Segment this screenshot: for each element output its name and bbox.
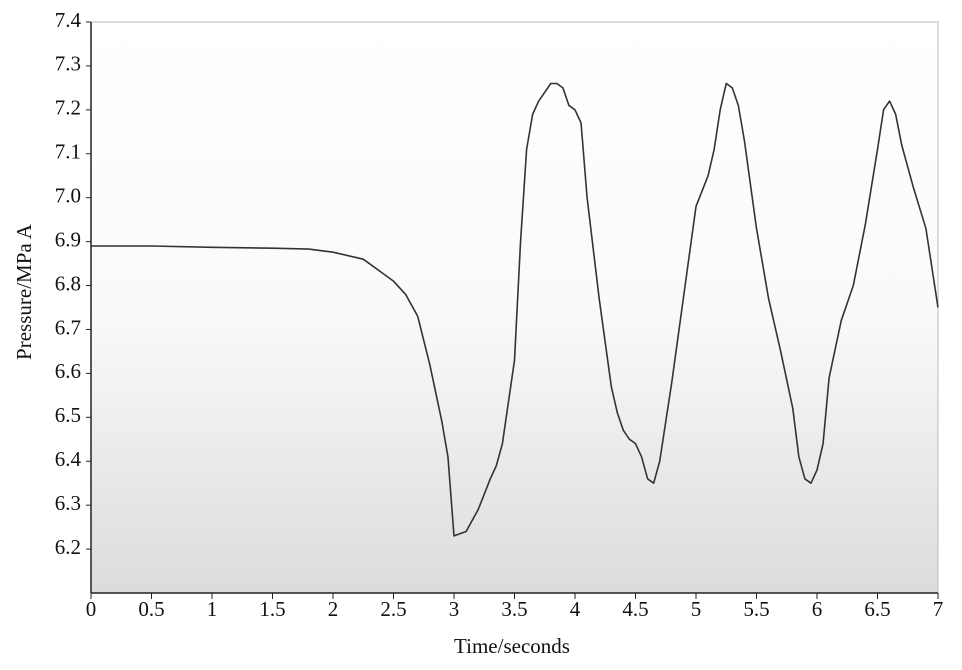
y-tick-label: 6.5 xyxy=(55,403,81,427)
y-tick-label: 7.0 xyxy=(55,184,81,208)
x-tick-label: 5.5 xyxy=(743,597,769,621)
y-tick-label: 6.9 xyxy=(55,227,81,251)
x-tick-label: 5 xyxy=(691,597,702,621)
x-tick-label: 1 xyxy=(207,597,218,621)
plot-area xyxy=(90,21,939,594)
x-tick-label: 3.5 xyxy=(501,597,527,621)
y-tick-label: 6.3 xyxy=(55,491,81,515)
x-tick-label: 0 xyxy=(86,597,97,621)
x-tick-label: 2.5 xyxy=(380,597,406,621)
x-tick-label: 0.5 xyxy=(138,597,164,621)
x-tick-label: 1.5 xyxy=(259,597,285,621)
x-tick-label: 4 xyxy=(570,597,581,621)
x-axis-label: Time/seconds xyxy=(454,634,570,658)
y-tick-label: 7.2 xyxy=(55,96,81,120)
x-tick-label: 7 xyxy=(933,597,944,621)
y-tick-label: 7.1 xyxy=(55,140,81,164)
y-tick-label: 7.3 xyxy=(55,52,81,76)
y-tick-label: 6.8 xyxy=(55,271,81,295)
y-tick-label: 7.4 xyxy=(55,8,82,32)
y-tick-label: 6.7 xyxy=(55,315,81,339)
y-tick-label: 6.4 xyxy=(55,447,82,471)
data-line xyxy=(91,82,939,537)
x-tick-label: 2 xyxy=(328,597,339,621)
x-tick-label: 6.5 xyxy=(864,597,890,621)
x-tick-label: 4.5 xyxy=(622,597,648,621)
x-tick-label: 3 xyxy=(449,597,460,621)
y-axis-label: Pressure/MPa A xyxy=(12,223,36,360)
y-tick-label: 6.6 xyxy=(55,359,81,383)
y-tick-label: 6.2 xyxy=(55,535,81,559)
x-tick-label: 6 xyxy=(812,597,823,621)
